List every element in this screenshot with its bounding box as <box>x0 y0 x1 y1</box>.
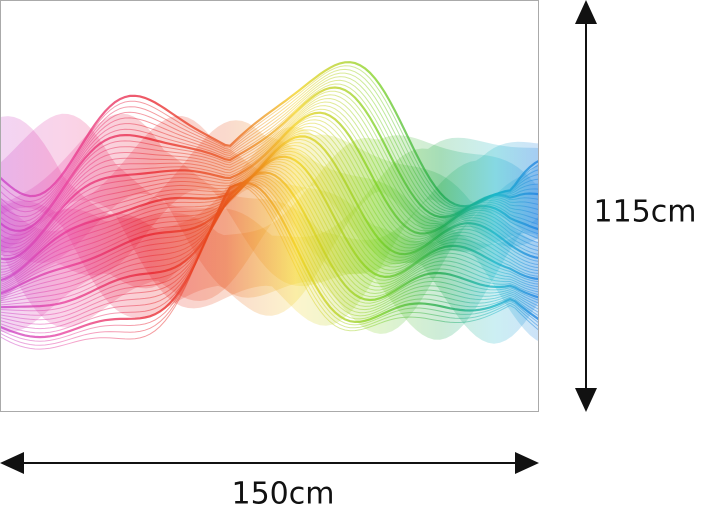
arrow-head <box>575 388 597 412</box>
arrow-head <box>0 452 24 474</box>
image-frame <box>0 0 539 412</box>
rainbow-waves <box>1 61 538 350</box>
wave-ribbon <box>1 116 538 318</box>
arrow-head <box>515 452 539 474</box>
width-label: 150cm <box>232 477 335 511</box>
wave-ribbon <box>1 113 538 334</box>
arrow-head <box>575 0 597 24</box>
height-label: 115cm <box>594 195 697 230</box>
